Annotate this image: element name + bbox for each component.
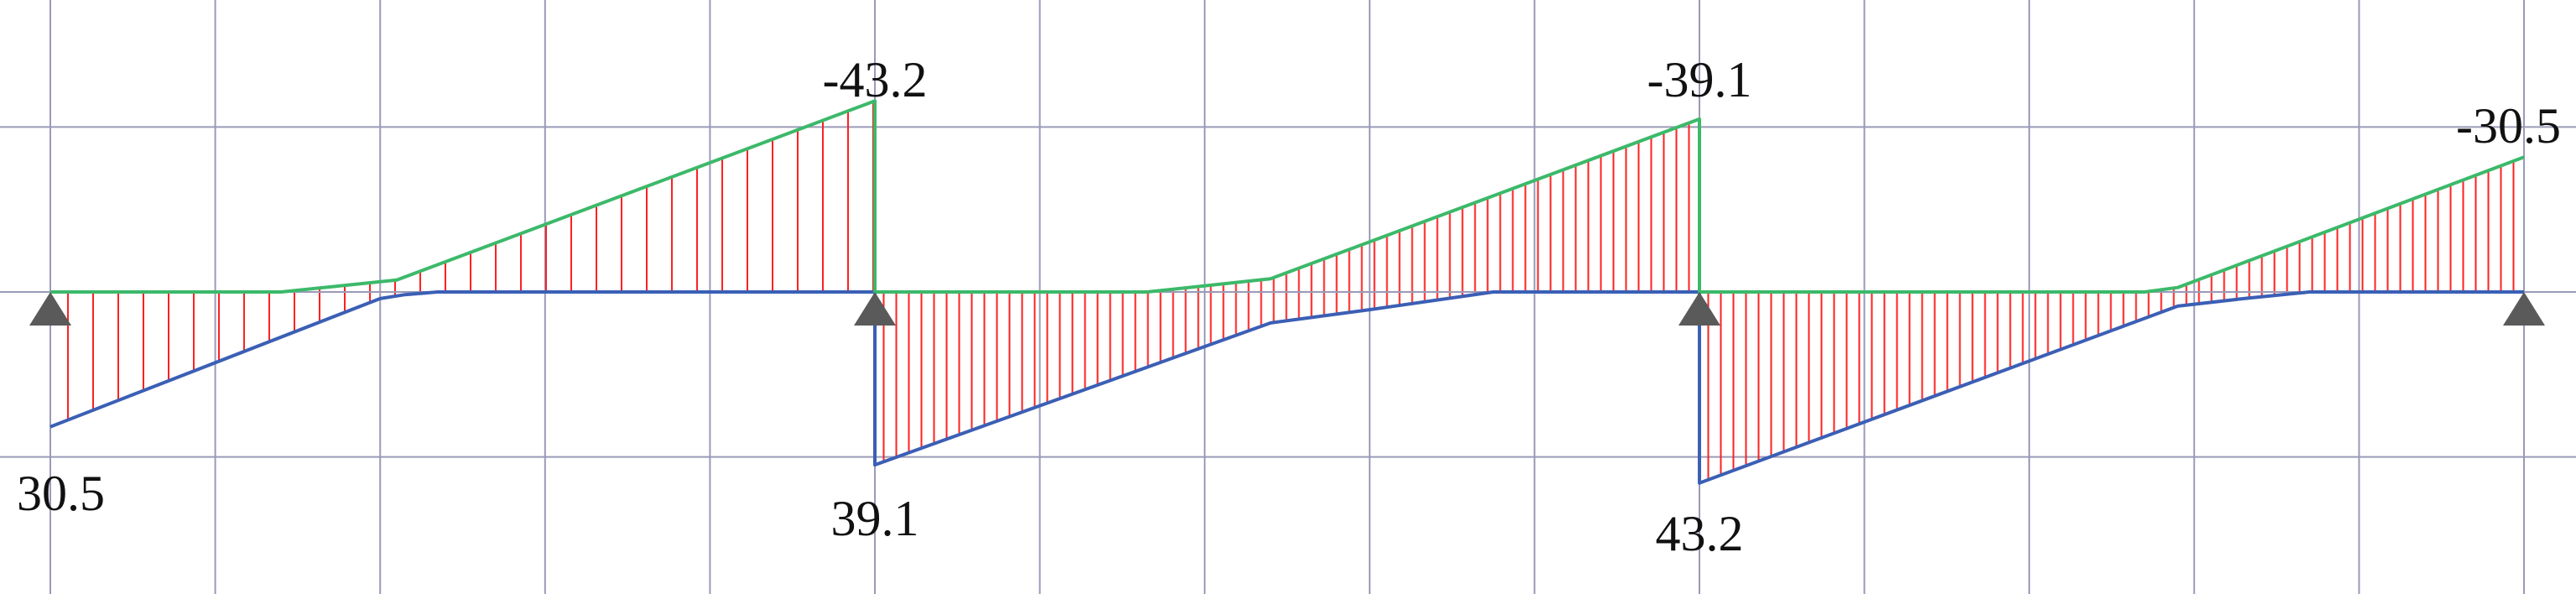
support-triangle-icon: [29, 292, 71, 326]
supports: [29, 292, 2545, 326]
value-label: 30.5: [17, 466, 105, 521]
support-triangle-icon: [2503, 292, 2545, 326]
value-label: 43.2: [1656, 506, 1744, 561]
value-label: -43.2: [823, 52, 928, 107]
value-labels: 30.5 -43.2 39.1 -39.1 43.2 -30.5: [17, 52, 2561, 561]
hatch-lines: [67, 102, 2515, 480]
value-label: -39.1: [1647, 52, 1752, 107]
value-label: -30.5: [2456, 98, 2561, 154]
max-shear-envelope: [49, 290, 2524, 485]
value-label: 39.1: [831, 491, 919, 546]
envelopes: [49, 99, 2525, 485]
support-triangle-icon: [1678, 292, 1720, 326]
support-triangle-icon: [854, 292, 896, 326]
min-shear-envelope: [50, 99, 2525, 294]
